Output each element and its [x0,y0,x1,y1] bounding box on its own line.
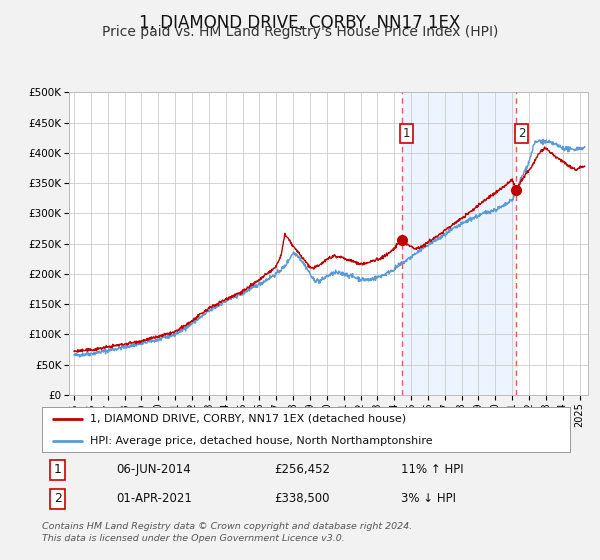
Text: £256,452: £256,452 [274,463,331,477]
Text: HPI: Average price, detached house, North Northamptonshire: HPI: Average price, detached house, Nort… [89,436,432,446]
Text: 2: 2 [518,127,525,140]
Text: 1: 1 [403,127,410,140]
Text: 3% ↓ HPI: 3% ↓ HPI [401,492,456,506]
Text: 2: 2 [54,492,62,506]
Text: Price paid vs. HM Land Registry's House Price Index (HPI): Price paid vs. HM Land Registry's House … [102,25,498,39]
Text: 06-JUN-2014: 06-JUN-2014 [116,463,191,477]
Text: 11% ↑ HPI: 11% ↑ HPI [401,463,464,477]
Text: 1, DIAMOND DRIVE, CORBY, NN17 1EX (detached house): 1, DIAMOND DRIVE, CORBY, NN17 1EX (detac… [89,414,406,424]
Bar [401,92,517,395]
Text: 1: 1 [54,463,62,477]
Text: Contains HM Land Registry data © Crown copyright and database right 2024.
This d: Contains HM Land Registry data © Crown c… [42,522,412,543]
Text: 01-APR-2021: 01-APR-2021 [116,492,192,506]
Text: £338,500: £338,500 [274,492,330,506]
Text: 1, DIAMOND DRIVE, CORBY, NN17 1EX: 1, DIAMOND DRIVE, CORBY, NN17 1EX [139,14,461,32]
